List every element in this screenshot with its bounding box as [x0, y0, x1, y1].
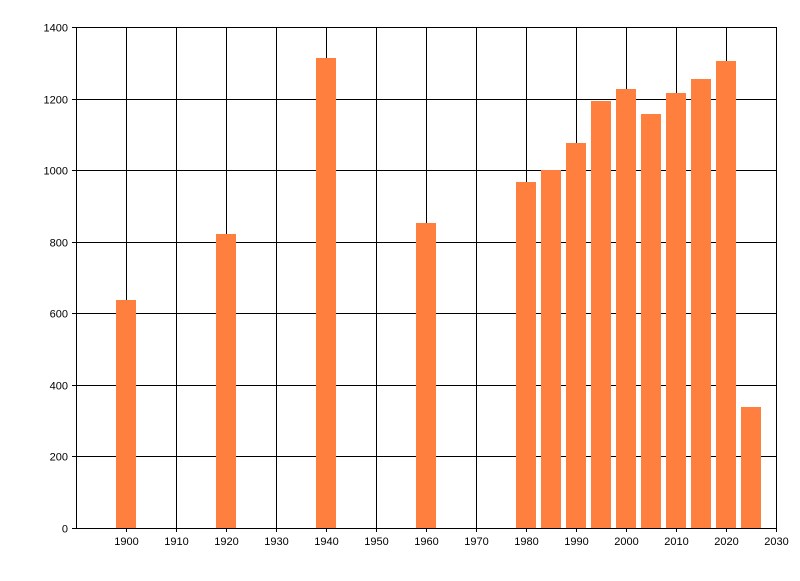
bar	[716, 61, 736, 528]
bar	[666, 93, 686, 528]
bar	[591, 101, 611, 528]
bar	[566, 143, 586, 528]
y-tick-label: 800	[50, 238, 68, 250]
bar	[616, 89, 636, 528]
x-tick-label: 1940	[314, 536, 338, 548]
x-tick-label: 1960	[414, 536, 438, 548]
bar	[116, 300, 136, 528]
x-tick-label: 2000	[614, 536, 638, 548]
y-tick-label: 600	[50, 309, 68, 321]
y-tick-label: 200	[50, 452, 68, 464]
y-tick-label: 1400	[44, 23, 68, 35]
bar	[641, 114, 661, 528]
y-tick-label: 1000	[44, 166, 68, 178]
y-tick-label: 1200	[44, 95, 68, 107]
bar	[691, 79, 711, 528]
y-tick-label: 400	[50, 381, 68, 393]
x-tick-label: 1900	[114, 536, 138, 548]
x-tick-label: 2020	[714, 536, 738, 548]
x-tick-label: 1910	[164, 536, 188, 548]
bar-layer	[116, 58, 761, 528]
x-tick-label: 1970	[464, 536, 488, 548]
bar	[216, 234, 236, 528]
bar	[516, 182, 536, 528]
x-tick-label: 1990	[564, 536, 588, 548]
x-tick-label: 2030	[764, 536, 788, 548]
axis-layer	[72, 27, 777, 532]
bar	[541, 170, 561, 528]
x-tick-label: 2010	[664, 536, 688, 548]
y-tick-label: 0	[62, 524, 68, 536]
x-tick-label: 1980	[514, 536, 538, 548]
tick-label-layer: 1900 1910 1920 1930 1940 1950 1960 1970 1980 1990…	[44, 23, 789, 549]
bar	[741, 407, 761, 528]
x-tick-label: 1950	[364, 536, 388, 548]
x-tick-label: 1930	[264, 536, 288, 548]
bar	[416, 223, 436, 528]
x-tick-label: 1920	[214, 536, 238, 548]
bar	[316, 58, 336, 528]
